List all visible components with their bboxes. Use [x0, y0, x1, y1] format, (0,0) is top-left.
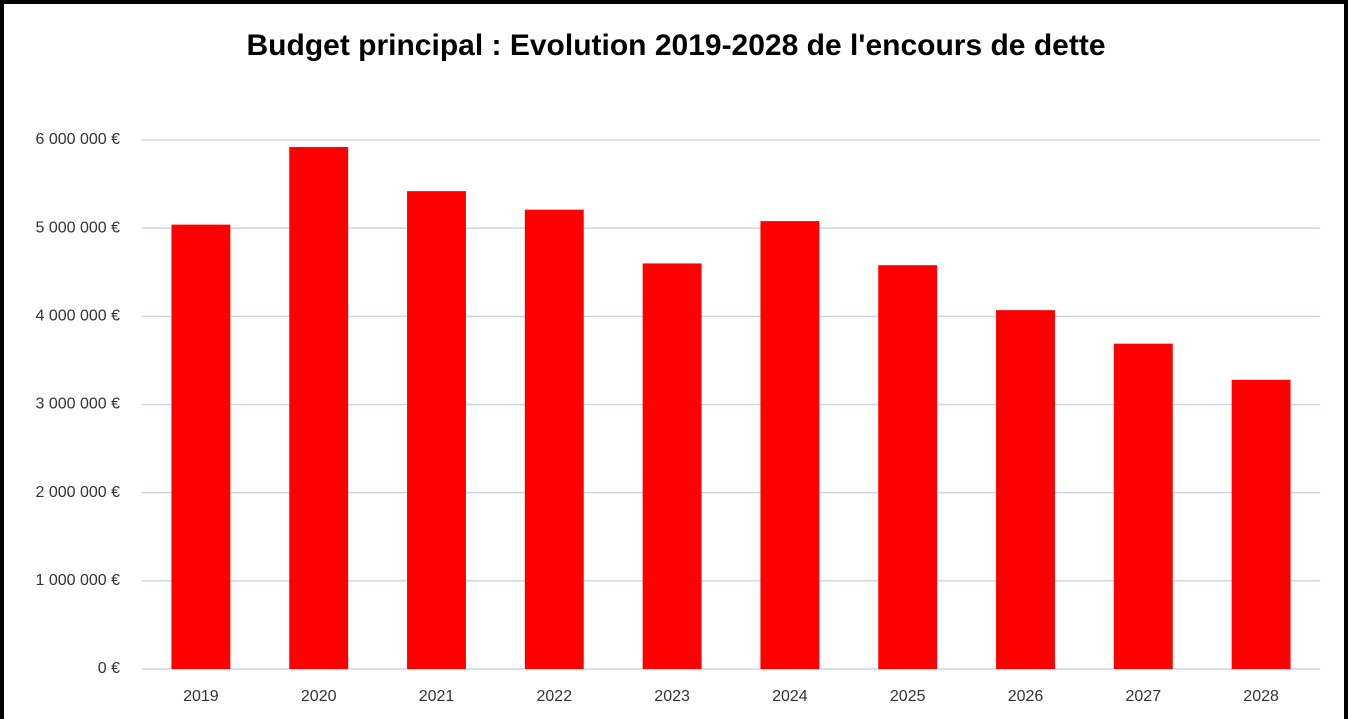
x-tick-label: 2022: [537, 688, 573, 705]
x-tick-label: 2023: [654, 688, 690, 705]
bar: [1113, 343, 1173, 669]
x-tick-label: 2024: [772, 688, 808, 705]
y-tick-label: 6 000 000 €: [35, 131, 120, 148]
bar: [760, 221, 820, 669]
y-tick-label: 0 €: [98, 660, 120, 677]
x-tick-label: 2025: [890, 688, 926, 705]
y-tick-label: 1 000 000 €: [35, 572, 120, 589]
bar: [878, 265, 938, 669]
chart-title: Budget principal : Evolution 2019-2028 d…: [247, 29, 1106, 62]
x-tick-label: 2028: [1243, 688, 1279, 705]
x-tick-label: 2021: [419, 688, 455, 705]
bar: [524, 209, 584, 669]
y-tick-label: 4 000 000 €: [35, 308, 120, 325]
x-tick-label: 2027: [1126, 688, 1162, 705]
x-tick-label: 2026: [1008, 688, 1044, 705]
x-tick-label: 2019: [183, 688, 219, 705]
y-tick-label: 2 000 000 €: [35, 484, 120, 501]
bar: [642, 263, 702, 669]
bar: [171, 224, 231, 669]
bar: [289, 147, 349, 669]
bar: [407, 191, 466, 670]
bar: [1231, 379, 1291, 669]
y-tick-label: 3 000 000 €: [35, 396, 120, 413]
bar: [996, 310, 1055, 669]
y-tick-label: 5 000 000 €: [35, 219, 120, 236]
x-tick-label: 2020: [301, 688, 337, 705]
